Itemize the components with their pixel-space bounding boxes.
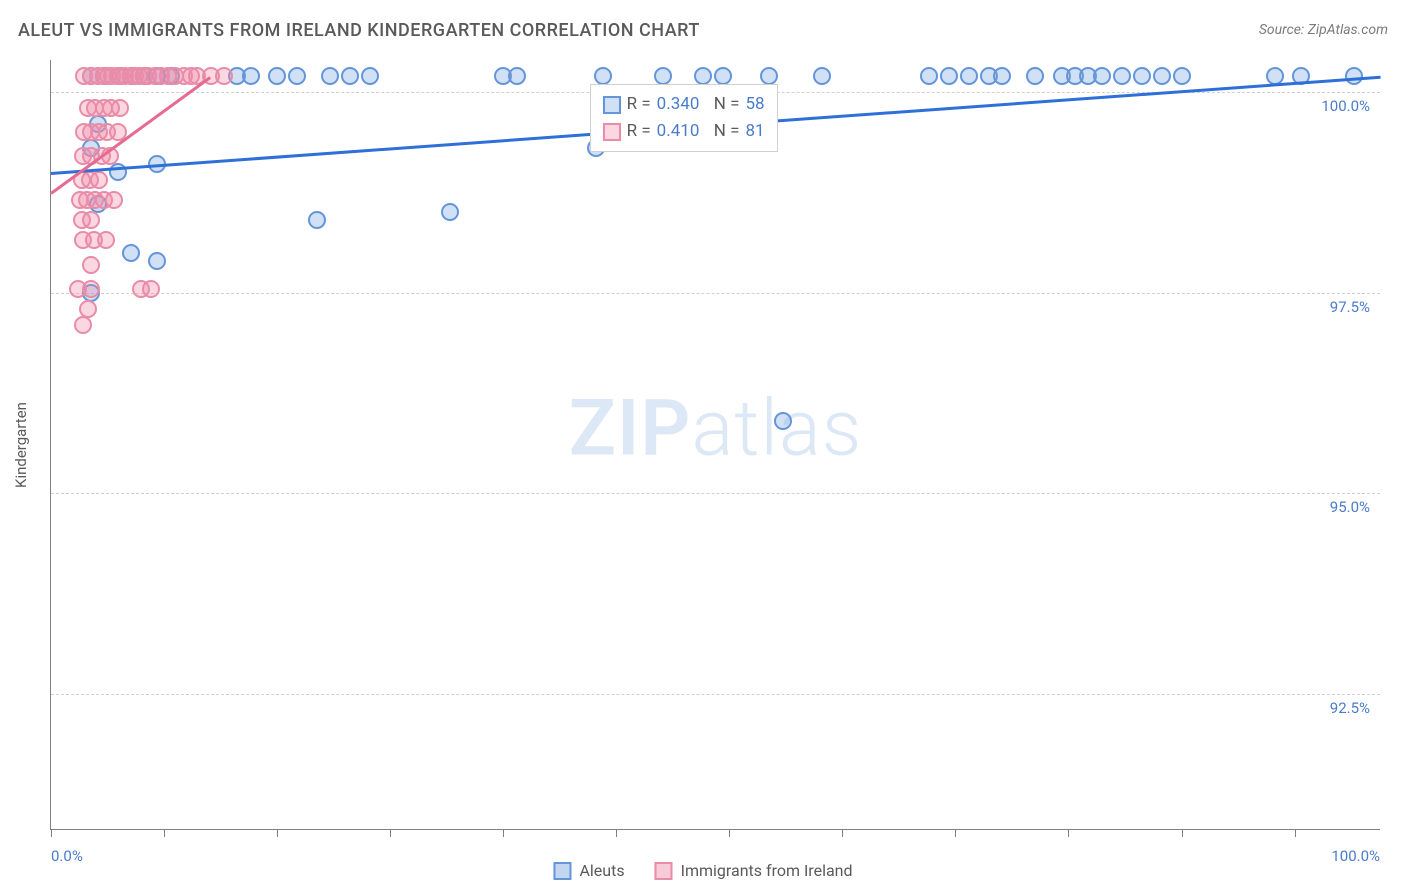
watermark: ZIPatlas bbox=[569, 384, 862, 475]
data-point bbox=[268, 67, 286, 85]
x-tick bbox=[164, 829, 165, 837]
data-point bbox=[111, 99, 129, 117]
data-point bbox=[97, 231, 115, 249]
x-tick bbox=[1182, 829, 1183, 837]
data-point bbox=[714, 67, 732, 85]
legend-swatch bbox=[603, 123, 621, 141]
stats-legend-row: R = 0.410 N = 81 bbox=[603, 118, 765, 145]
stat-n-label: N = bbox=[705, 118, 739, 145]
stats-legend-row: R = 0.340 N = 58 bbox=[603, 91, 765, 118]
plot-area: Kindergarten ZIPatlas 92.5%95.0%97.5%100… bbox=[50, 60, 1380, 830]
data-point bbox=[920, 67, 938, 85]
data-point bbox=[940, 67, 958, 85]
y-tick-label: 100.0% bbox=[1321, 97, 1370, 115]
gridline bbox=[51, 293, 1380, 294]
watermark-rest: atlas bbox=[691, 384, 862, 475]
data-point bbox=[148, 252, 166, 270]
x-tick bbox=[842, 829, 843, 837]
x-axis-min-label: 0.0% bbox=[51, 847, 83, 865]
data-point bbox=[82, 211, 100, 229]
x-tick bbox=[503, 829, 504, 837]
x-tick bbox=[1295, 829, 1296, 837]
y-tick-label: 95.0% bbox=[1330, 498, 1370, 516]
data-point bbox=[242, 67, 260, 85]
data-point bbox=[1026, 67, 1044, 85]
data-point bbox=[774, 412, 792, 430]
data-point bbox=[341, 67, 359, 85]
data-point bbox=[308, 211, 326, 229]
data-point bbox=[960, 67, 978, 85]
x-tick bbox=[390, 829, 391, 837]
trend-line bbox=[50, 76, 211, 195]
stat-r-value: 0.340 bbox=[657, 91, 700, 118]
data-point bbox=[508, 67, 526, 85]
chart-source: Source: ZipAtlas.com bbox=[1259, 22, 1388, 38]
data-point bbox=[288, 67, 306, 85]
x-tick bbox=[51, 829, 52, 837]
legend-swatch bbox=[553, 862, 571, 880]
data-point bbox=[1133, 67, 1151, 85]
y-tick-label: 92.5% bbox=[1330, 699, 1370, 717]
x-tick bbox=[616, 829, 617, 837]
y-axis-title: Kindergarten bbox=[12, 402, 30, 488]
x-tick bbox=[729, 829, 730, 837]
legend-item: Aleuts bbox=[553, 861, 624, 880]
chart-title: ALEUT VS IMMIGRANTS FROM IRELAND KINDERG… bbox=[18, 20, 700, 41]
data-point bbox=[694, 67, 712, 85]
gridline bbox=[51, 493, 1380, 494]
stat-n-value: 58 bbox=[745, 91, 764, 118]
data-point bbox=[993, 67, 1011, 85]
data-point bbox=[441, 203, 459, 221]
legend-label: Aleuts bbox=[579, 861, 624, 880]
legend-item: Immigrants from Ireland bbox=[655, 861, 853, 880]
x-tick bbox=[955, 829, 956, 837]
x-tick bbox=[1068, 829, 1069, 837]
data-point bbox=[321, 67, 339, 85]
data-point bbox=[813, 67, 831, 85]
stat-r-value: 0.410 bbox=[657, 118, 700, 145]
stat-n-value: 81 bbox=[745, 118, 764, 145]
bottom-legend: Aleuts Immigrants from Ireland bbox=[553, 861, 852, 880]
data-point bbox=[69, 280, 87, 298]
data-point bbox=[122, 244, 140, 262]
data-point bbox=[594, 67, 612, 85]
data-point bbox=[1113, 67, 1131, 85]
data-point bbox=[760, 67, 778, 85]
watermark-bold: ZIP bbox=[569, 384, 692, 475]
x-tick bbox=[277, 829, 278, 837]
data-point bbox=[654, 67, 672, 85]
data-point bbox=[1153, 67, 1171, 85]
data-point bbox=[1173, 67, 1191, 85]
stat-r-label: R = bbox=[627, 91, 651, 118]
data-point bbox=[105, 191, 123, 209]
data-point bbox=[361, 67, 379, 85]
x-axis-max-label: 100.0% bbox=[1331, 847, 1380, 865]
legend-label: Immigrants from Ireland bbox=[681, 861, 853, 880]
data-point bbox=[1345, 67, 1363, 85]
chart-container: ALEUT VS IMMIGRANTS FROM IRELAND KINDERG… bbox=[0, 0, 1406, 892]
data-point bbox=[142, 280, 160, 298]
stat-r-label: R = bbox=[627, 118, 651, 145]
legend-swatch bbox=[603, 96, 621, 114]
data-point bbox=[90, 171, 108, 189]
gridline bbox=[51, 694, 1380, 695]
legend-swatch bbox=[655, 862, 673, 880]
y-tick-label: 97.5% bbox=[1330, 298, 1370, 316]
stat-n-label: N = bbox=[705, 91, 739, 118]
data-point bbox=[82, 256, 100, 274]
data-point bbox=[1093, 67, 1111, 85]
data-point bbox=[215, 67, 233, 85]
stats-legend: R = 0.340 N = 58R = 0.410 N = 81 bbox=[590, 84, 778, 152]
data-point bbox=[74, 316, 92, 334]
